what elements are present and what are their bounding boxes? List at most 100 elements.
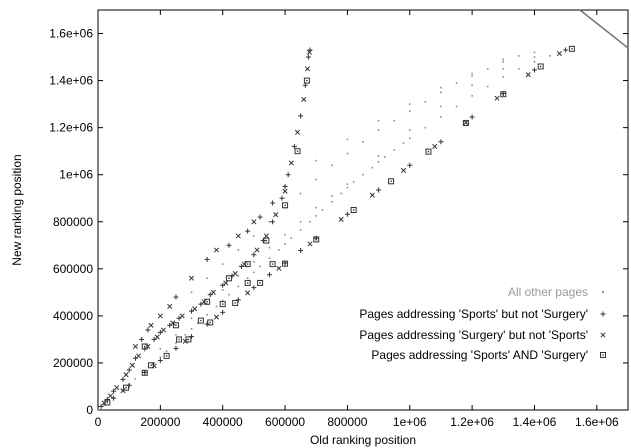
data-point [103,404,106,407]
x-tick-label: 200000 [140,415,180,429]
data-point [101,400,107,406]
data-point [321,209,324,211]
data-point [251,285,257,291]
data-point [238,263,244,269]
data-point [182,338,188,344]
data-point [185,336,192,343]
legend-label-all-other-pages: All other pages [508,285,588,299]
data-point [253,235,255,237]
data-point [305,54,311,60]
data-point [114,385,120,391]
y-tick-label: 600000 [53,262,93,276]
data-point [455,105,458,108]
data-point [213,314,220,320]
data-point [228,293,230,296]
data-point [153,362,155,364]
data-point [302,82,308,88]
data-point [179,313,185,319]
data-point [303,77,310,84]
data-point [440,91,442,94]
data-point [340,192,342,195]
data-point [139,336,145,342]
data-point [273,212,279,218]
data-point [173,345,179,351]
data-point [232,270,238,277]
data-point [126,367,132,373]
data-point [298,247,304,253]
data-point [362,173,364,176]
data-point [204,298,211,305]
data-point [331,195,333,197]
data-point [502,58,505,61]
data-point [377,160,380,163]
legend-marker [600,311,606,317]
data-point [215,305,218,308]
data-point [299,192,302,195]
data-point [407,162,413,168]
data-point [471,95,473,97]
data-points [97,45,575,411]
data-point [132,355,138,361]
data-point [268,246,271,249]
data-point [97,409,99,411]
data-point [104,396,110,402]
data-point [288,160,294,166]
data-point [98,403,104,409]
data-point [440,86,442,89]
data-point [241,261,248,267]
data-point [176,315,182,321]
data-point [197,317,204,324]
data-point [438,139,444,145]
data-point [170,320,176,326]
data-point [245,228,251,234]
data-point [226,242,232,248]
data-point [167,303,173,310]
legend-label-surgery-not-sports: Pages addressing 'Surgery' but not 'Spor… [359,328,588,342]
data-point [371,166,374,169]
x-tick-label: 600000 [265,415,305,429]
data-point [257,214,263,220]
data-point [432,143,438,150]
data-point [235,233,241,239]
data-point [207,319,214,326]
data-point [352,180,355,183]
x-tick-label: 800000 [327,415,367,429]
data-point [246,277,249,280]
data-point [148,362,154,369]
data-point [518,55,520,57]
legend-marker [600,332,606,338]
data-point [455,82,458,84]
data-point [402,142,405,144]
data-point [331,164,333,167]
data-point [533,51,536,54]
data-point [221,299,224,302]
data-point [502,76,505,78]
series-2 [101,49,562,406]
data-point [408,129,411,131]
data-point [425,148,432,155]
data-point [151,363,157,369]
data-point [331,200,333,203]
data-point [424,126,427,129]
data-point [284,243,286,245]
data-point [204,321,210,327]
data-point [304,66,311,72]
data-point [315,206,318,209]
data-point [537,63,544,70]
data-point [563,47,569,53]
data-point [141,343,148,350]
y-tick-label: 1.6e+06 [49,27,93,41]
data-point [165,350,168,352]
data-point [244,279,251,286]
data-point [469,114,475,120]
data-point [369,192,375,198]
data-point [518,68,520,70]
data-point [377,129,380,131]
data-point [471,75,473,77]
data-point [159,356,162,358]
legend-label-sports-and-surgery: Pages addressing 'Sports' AND 'Surgery' [371,348,588,362]
data-point [237,285,240,288]
data-point [301,96,307,102]
y-tick-label: 0 [86,403,93,417]
